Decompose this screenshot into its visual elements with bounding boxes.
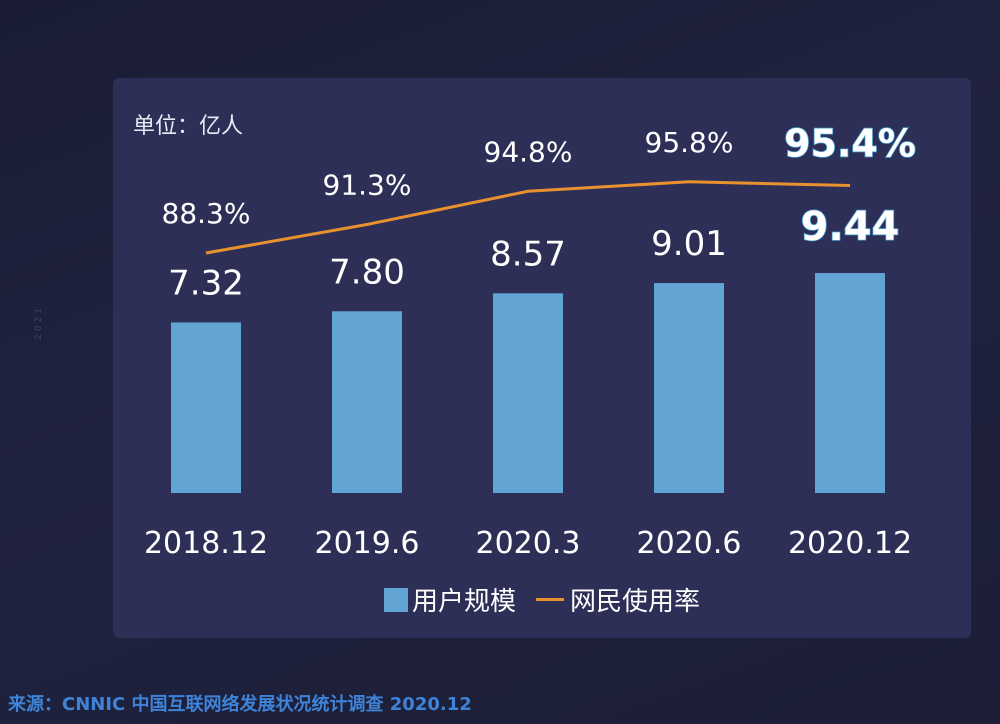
legend-item-bar: 用户规模 bbox=[383, 581, 516, 618]
value-label-0: 7.32 bbox=[168, 263, 244, 303]
value-label-2: 8.57 bbox=[490, 234, 566, 274]
x-tick-label-3: 2020.6 bbox=[637, 526, 742, 561]
rate-label-2: 94.8% bbox=[484, 135, 573, 168]
side-year-label: 2021 bbox=[34, 305, 44, 340]
source-text: CNNIC 中国互联网络发展状况统计调查 2020.12 bbox=[62, 694, 472, 715]
rate-line bbox=[205, 180, 851, 255]
legend-line-label: 网民使用率 bbox=[570, 587, 701, 617]
rate-label-0: 88.3% bbox=[162, 197, 251, 230]
rate-label-3: 95.8% bbox=[645, 126, 734, 159]
legend-bar-label: 用户规模 bbox=[411, 587, 516, 617]
legend-bar-swatch bbox=[383, 587, 408, 612]
value-label-1: 7.80 bbox=[329, 252, 405, 292]
unit-label: 单位：亿人 bbox=[133, 114, 244, 139]
rate-label-4: 95.4% bbox=[784, 122, 916, 166]
legend-line-swatch bbox=[536, 598, 564, 601]
bar-4 bbox=[815, 273, 885, 493]
bar-2 bbox=[493, 293, 563, 493]
x-tick-label-2: 2020.3 bbox=[476, 526, 581, 561]
source-note: 来源：CNNIC 中国互联网络发展状况统计调查 2020.12 bbox=[8, 690, 472, 716]
chart-plot: 88.3% 91.3% 94.8% 95.8% 95.4% 7.32 7.80 8.57 9.0… bbox=[144, 121, 917, 561]
bar-0 bbox=[171, 322, 241, 493]
rate-label-1: 91.3% bbox=[323, 169, 412, 202]
bar-3 bbox=[654, 283, 724, 493]
bar-1 bbox=[332, 311, 402, 493]
x-tick-label-1: 2019.6 bbox=[315, 526, 420, 561]
legend-item-line: 网民使用率 bbox=[536, 581, 700, 618]
legend: 用户规模 网民使用率 bbox=[113, 581, 971, 618]
value-label-3: 9.01 bbox=[651, 224, 727, 264]
chart-panel: 单位：亿人 88.3% 91.3% 94.8% 95.8% 95.4% 7.32 7.80 8… bbox=[113, 78, 971, 638]
x-tick-label-0: 2018.12 bbox=[144, 526, 268, 561]
value-label-4: 9.44 bbox=[801, 204, 900, 250]
source-label: 来源： bbox=[8, 694, 62, 715]
x-tick-label-4: 2020.12 bbox=[788, 526, 912, 561]
